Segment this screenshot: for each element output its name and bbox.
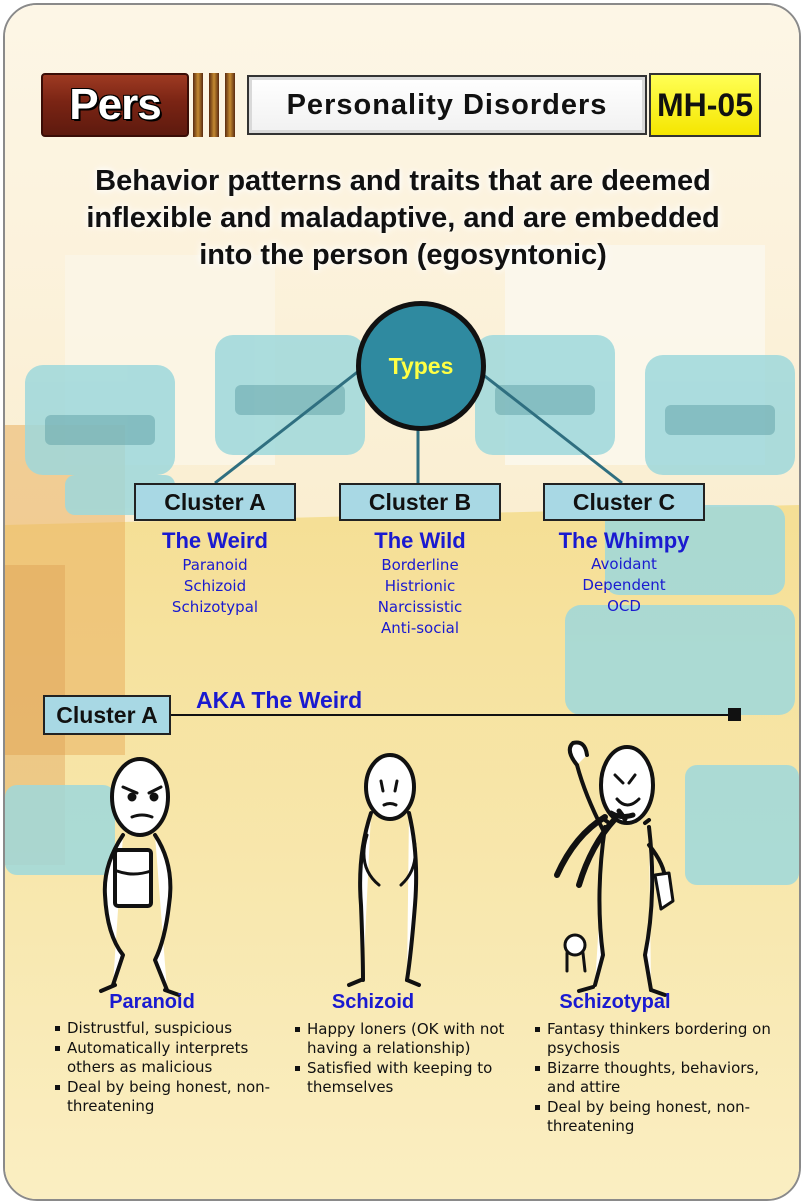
list-item: Histrionic <box>384 577 456 595</box>
schizoid-title: Schizoid <box>331 991 415 1013</box>
list-item: Satisfied with keeping to themselves <box>295 1059 521 1097</box>
cluster-c-box: Cluster C <box>543 483 705 521</box>
cluster-c-types: Avoidant Dependent OCD <box>543 554 705 617</box>
definition-text: Behavior patterns and traits that are de… <box>65 163 741 274</box>
cluster-b-box: Cluster B <box>339 483 501 521</box>
paranoid-traits: Distrustful, suspicious Automatically in… <box>55 1019 273 1117</box>
list-item: Deal by being honest, non-threatening <box>535 1098 785 1136</box>
cluster-c-nickname: The Whimpy <box>558 528 690 553</box>
page-title: Personality Disorders <box>247 75 647 135</box>
list-item: OCD <box>607 597 641 615</box>
list-item: Automatically interprets others as malic… <box>55 1039 273 1077</box>
schizoid-figure <box>347 753 421 987</box>
list-item: Bizarre thoughts, behaviors, and attire <box>535 1059 785 1097</box>
cluster-b-nickname: The Wild <box>374 528 466 553</box>
list-item: Happy loners (OK with not having a relat… <box>295 1020 521 1058</box>
paranoid-title: Paranoid <box>109 991 195 1013</box>
page-title-text: Personality Disorders <box>286 88 608 121</box>
connector-cluster-a <box>214 368 361 485</box>
list-item: Schizotypal <box>171 598 259 616</box>
cluster-c-label: Cluster C <box>572 488 676 515</box>
cluster-a-label: Cluster A <box>164 488 266 515</box>
types-node: Types <box>356 301 486 431</box>
list-item: Distrustful, suspicious <box>55 1019 273 1038</box>
topic-badge: Pers <box>41 73 189 137</box>
paranoid-figure <box>99 757 181 997</box>
list-item: Borderline <box>381 556 459 574</box>
definition-line-3: into the person (egosyntonic) <box>199 239 607 271</box>
definition-line-2: inflexible and maladaptive, and are embe… <box>86 202 720 234</box>
schizoid-traits: Happy loners (OK with not having a relat… <box>295 1020 521 1098</box>
list-item: Deal by being honest, non-threatening <box>55 1078 273 1116</box>
schizotypal-figure <box>554 740 675 997</box>
cluster-b-types: Borderline Histrionic Narcissistic Anti-… <box>339 555 501 639</box>
topic-badge-label: Pers <box>69 80 161 129</box>
section-cluster-a-label: Cluster A <box>56 701 158 728</box>
section-rule-endcap <box>728 708 741 721</box>
list-item: Schizoid <box>183 577 247 595</box>
section-aka: AKA The Weird <box>196 687 363 713</box>
module-code-text: MH-05 <box>656 86 753 123</box>
connector-cluster-c <box>476 368 623 485</box>
cluster-a-box: Cluster A <box>134 483 296 521</box>
list-item: Anti-social <box>381 619 459 637</box>
cluster-a-nickname: The Weird <box>162 528 268 553</box>
definition-line-1: Behavior patterns and traits that are de… <box>95 165 711 197</box>
module-code: MH-05 <box>649 73 761 137</box>
section-cluster-a-box: Cluster A <box>43 695 171 735</box>
list-item: Fantasy thinkers bordering on psychosis <box>535 1020 785 1058</box>
list-item: Avoidant <box>591 555 657 573</box>
stick-figures <box>99 740 675 997</box>
list-item: Dependent <box>582 576 666 594</box>
tree-connectors <box>171 368 741 721</box>
list-item: Narcissistic <box>377 598 463 616</box>
schizotypal-title: Schizotypal <box>559 991 671 1013</box>
cluster-a-types: Paranoid Schizoid Schizotypal <box>134 555 296 618</box>
list-item: Paranoid <box>182 556 248 574</box>
header-divider-bars <box>191 73 239 137</box>
cluster-b-label: Cluster B <box>368 488 472 515</box>
card: Pers Personality Disorders MH-05 Behavio… <box>3 3 801 1201</box>
schizotypal-traits: Fantasy thinkers bordering on psychosis … <box>535 1020 785 1137</box>
types-node-label: Types <box>388 352 454 379</box>
